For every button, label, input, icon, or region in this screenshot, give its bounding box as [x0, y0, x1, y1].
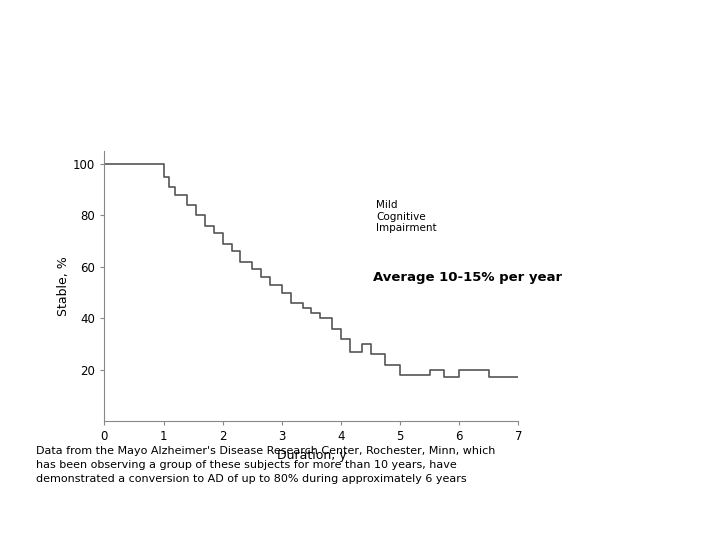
Text: Annual incidence of dementia in patients with MCI: Annual incidence of dementia in patients…	[65, 44, 536, 63]
Y-axis label: Stable, %: Stable, %	[58, 256, 71, 316]
Text: Mild
Cognitive
Impairment: Mild Cognitive Impairment	[377, 200, 437, 233]
Text: Average 10-15% per year: Average 10-15% per year	[374, 271, 562, 284]
X-axis label: Duration, y: Duration, y	[276, 449, 346, 462]
Text: •: •	[25, 44, 38, 64]
Text: (Petersen RC, 2001): (Petersen RC, 2001)	[65, 91, 253, 110]
Text: Data from the Mayo Alzheimer's Disease Research Center, Rochester, Minn, which
h: Data from the Mayo Alzheimer's Disease R…	[36, 446, 495, 484]
